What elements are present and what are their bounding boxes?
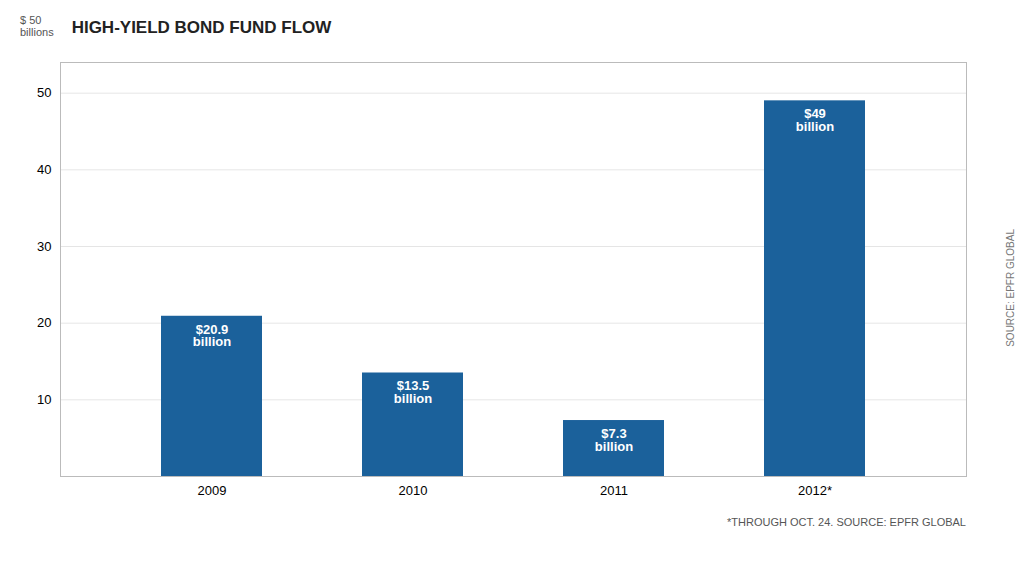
svg-text:2010: 2010 <box>399 483 428 498</box>
svg-text:50: 50 <box>37 85 51 100</box>
html-text:SOURCE: EPFR GLOBAL: SOURCE: EPFR GLOBAL <box>1004 229 1016 347</box>
html-text:HIGH-YIELD BOND FUND FLOW: HIGH-YIELD BOND FUND FLOW <box>71 18 332 37</box>
svg-text:$20.9billion: $20.9billion <box>193 321 231 349</box>
svg-text:40: 40 <box>37 162 51 177</box>
svg-text:$7.3billion: $7.3billion <box>595 426 633 454</box>
svg-text:10: 10 <box>37 392 51 407</box>
html-text:*THROUGH OCT. 24. SOURCE: EPFR: *THROUGH OCT. 24. SOURCE: EPFR GLOBAL <box>727 516 966 528</box>
svg-text:20: 20 <box>37 315 51 330</box>
svg-text:2011: 2011 <box>600 483 628 498</box>
svg-text:$13.5billion: $13.5billion <box>394 378 432 406</box>
svg-text:2009: 2009 <box>198 483 227 498</box>
svg-text:$49billion: $49billion <box>796 106 834 134</box>
svg-text:2012*: 2012* <box>798 483 832 498</box>
html-text:$ 50 billions: $ 50 billions <box>20 14 54 38</box>
svg-text:30: 30 <box>37 239 51 254</box>
